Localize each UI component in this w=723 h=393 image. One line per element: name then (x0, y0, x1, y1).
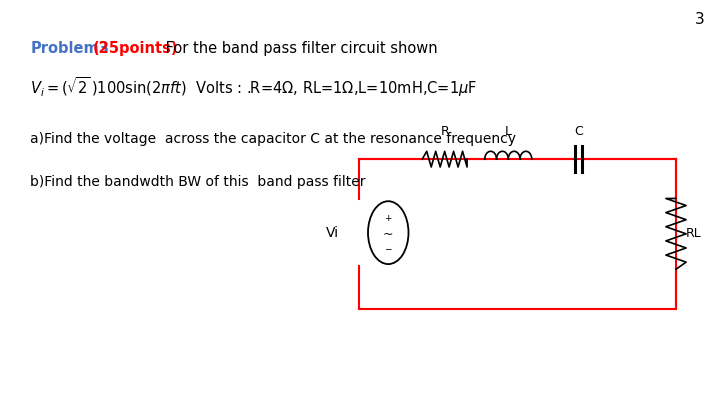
Text: ~: ~ (383, 228, 393, 241)
Text: a)Find the voltage  across the capacitor C at the resonance frequency: a)Find the voltage across the capacitor … (30, 132, 516, 146)
Text: +: + (385, 214, 392, 223)
Text: L: L (505, 125, 512, 138)
Text: RL: RL (685, 227, 701, 241)
Text: Vi: Vi (326, 226, 339, 240)
Text: 3: 3 (696, 12, 705, 27)
Text: Problem3: Problem3 (30, 41, 109, 56)
Text: (25points): (25points) (93, 41, 178, 56)
Text: C: C (574, 125, 583, 138)
Text: b)Find the bandwdth BW of this  band pass filter: b)Find the bandwdth BW of this band pass… (30, 175, 366, 189)
Text: For the band pass filter circuit shown: For the band pass filter circuit shown (161, 41, 438, 56)
Text: $V_i = (\sqrt{2}\,)100\mathrm{sin}(2\pi ft)$  Volts : .R=4$\Omega$, RL=1$\Omega$: $V_i = (\sqrt{2}\,)100\mathrm{sin}(2\pi … (30, 75, 478, 99)
Text: R: R (440, 125, 449, 138)
Text: −: − (385, 244, 392, 253)
